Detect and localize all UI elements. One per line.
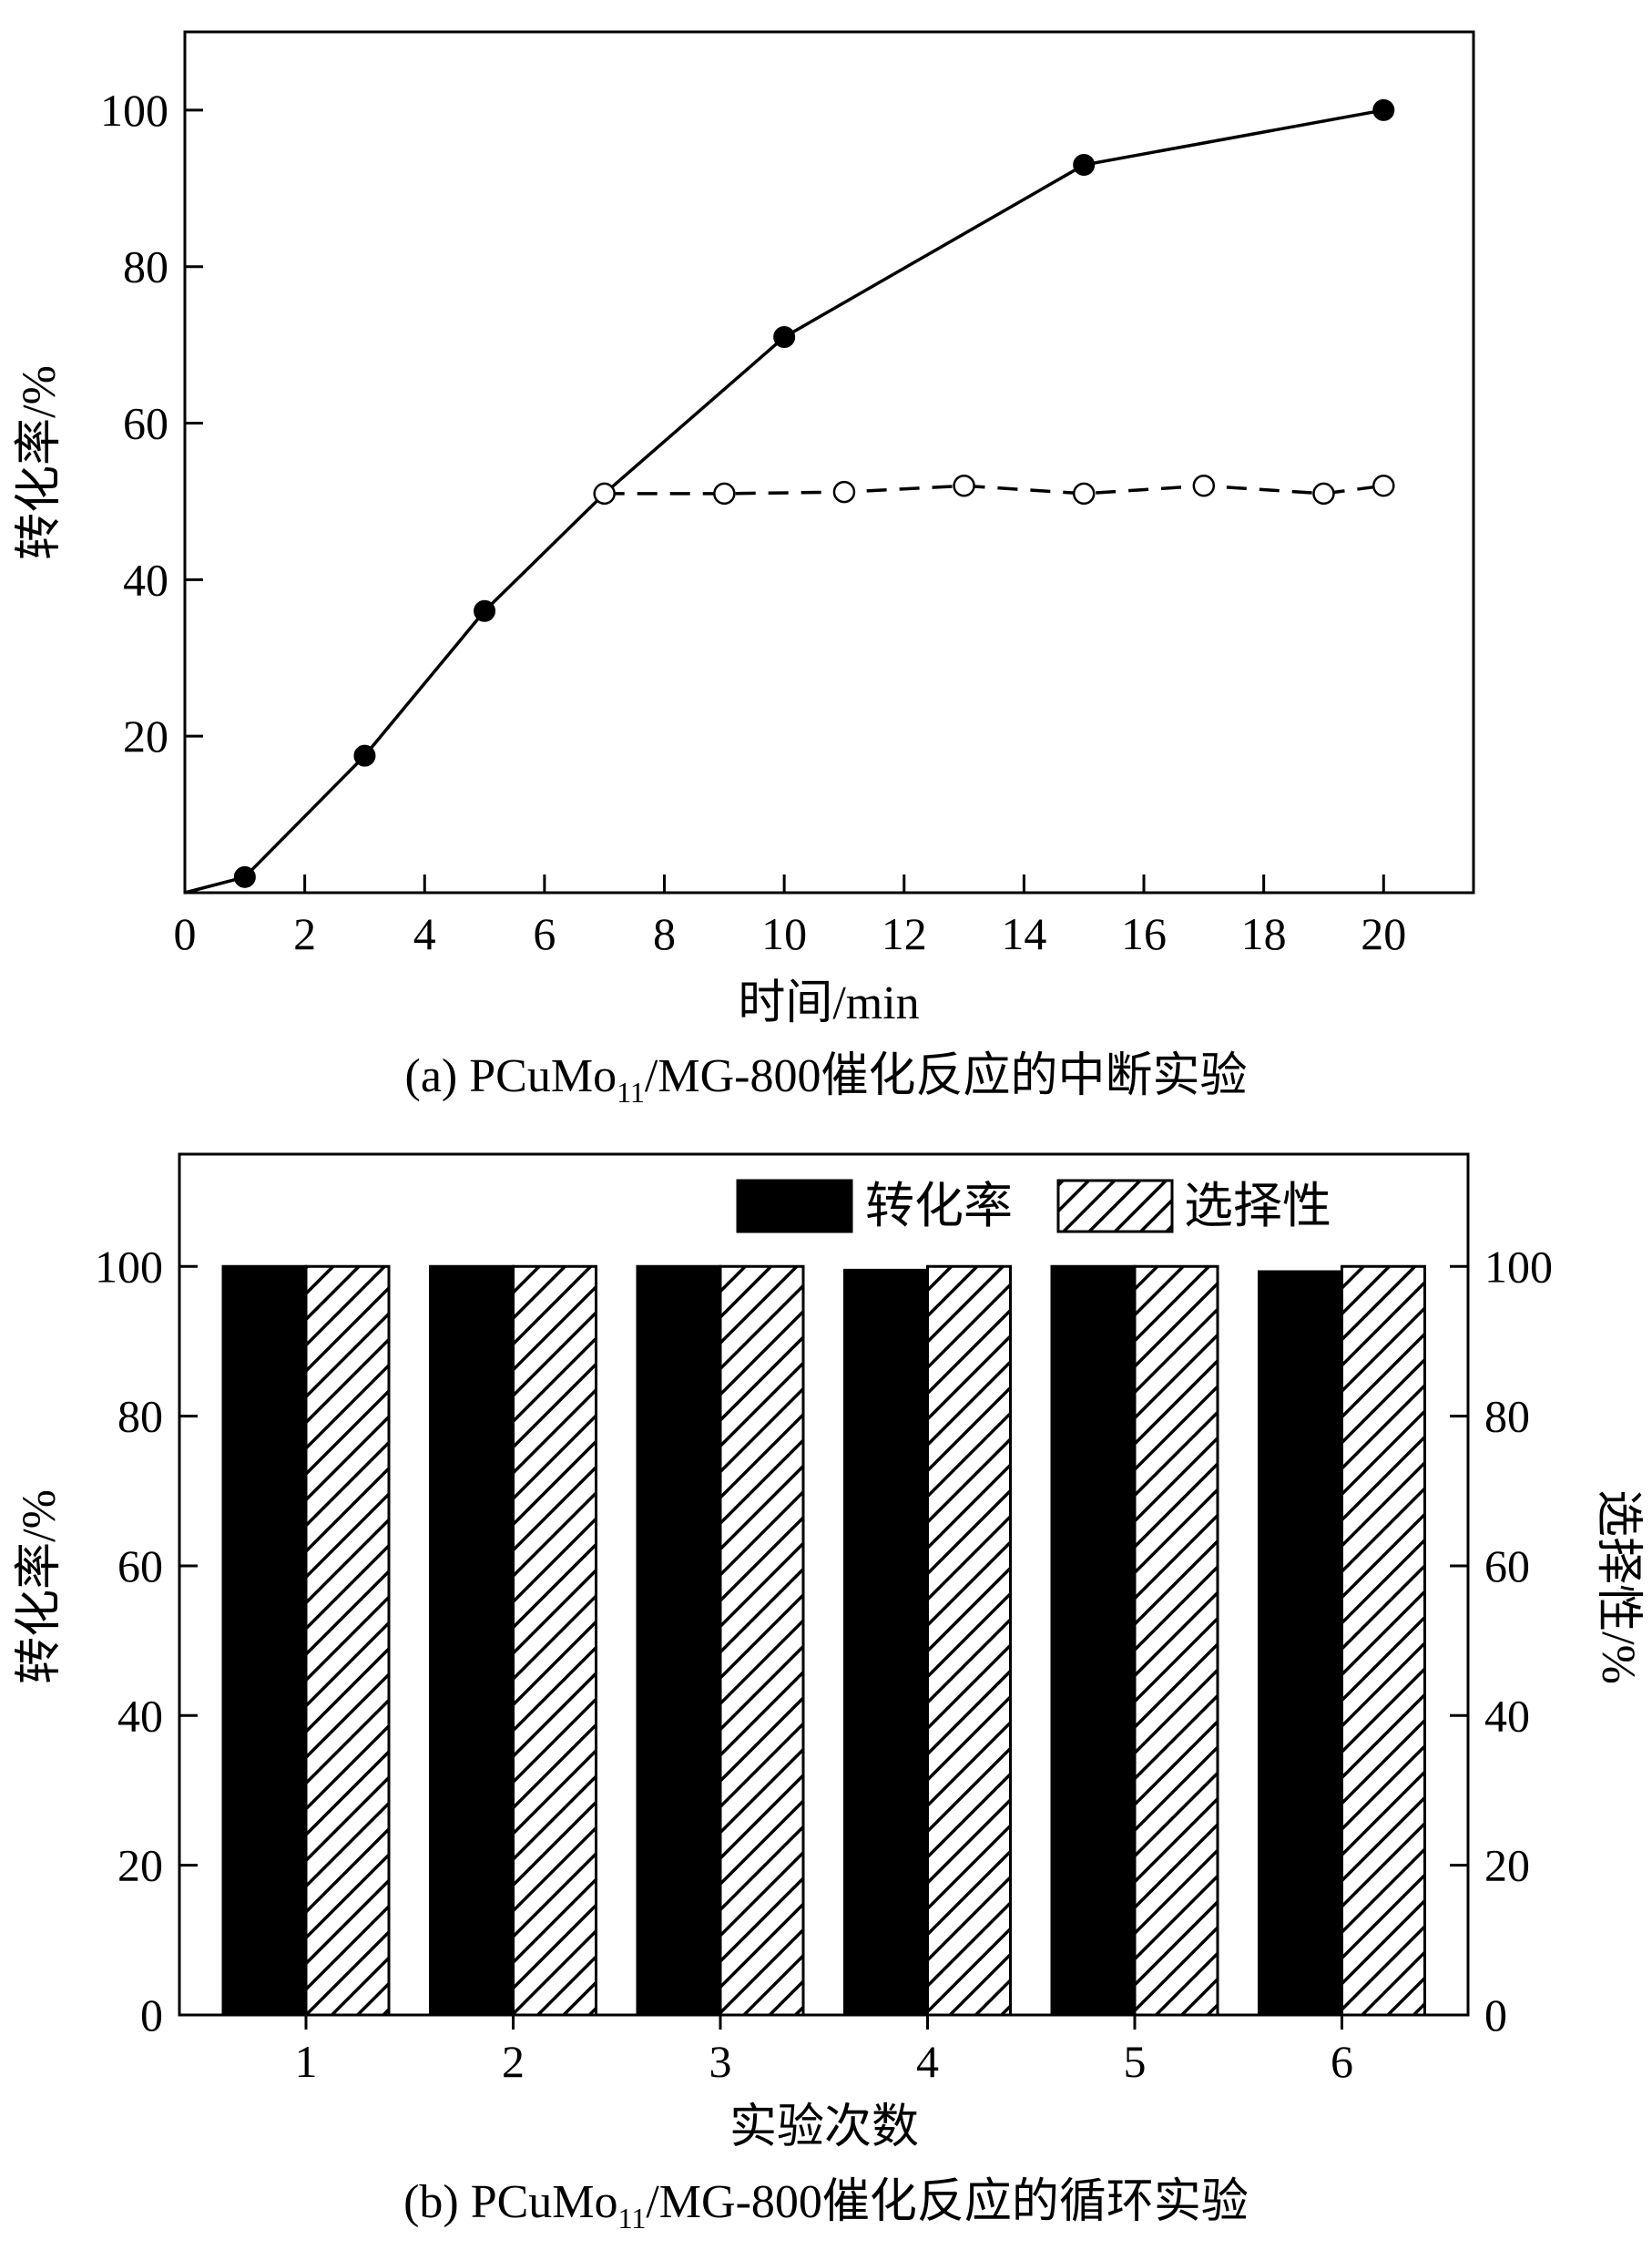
x-tick-label: 8 — [653, 908, 676, 959]
data-point-open — [832, 480, 856, 504]
legend-swatch-selectivity — [1056, 1179, 1174, 1233]
bar-conversion — [429, 1264, 515, 2017]
left-y-tick-label: 100 — [95, 1241, 163, 1292]
data-point-open — [953, 475, 975, 497]
x-tick-label: 20 — [1361, 908, 1406, 959]
x-tick-label: 2 — [502, 2036, 525, 2087]
data-point-open — [1372, 475, 1395, 497]
chart-a-caption-subscript: 11 — [617, 1076, 645, 1109]
y-tick-label: 80 — [123, 241, 168, 292]
data-point-open — [593, 482, 616, 506]
bar-conversion — [221, 1264, 308, 2017]
x-tick-label: 12 — [882, 908, 927, 959]
chart-a-caption-prefix: (a) PCuMo — [405, 1050, 617, 1102]
chart-b-ticks — [179, 1264, 1468, 2030]
right-y-tick-label: 0 — [1484, 1989, 1507, 2040]
chart-a-caption-suffix: /MG-800催化反应的中断实验 — [645, 1050, 1248, 1102]
right-y-tick-label: 40 — [1484, 1690, 1530, 1741]
x-tick-label: 6 — [533, 908, 556, 959]
x-tick-label: 2 — [293, 908, 316, 959]
chart-b-tick-labels: 0 0 20 20 40 40 60 60 80 80 100 100 1 2 3 4 5 6 — [95, 1241, 1553, 2087]
x-tick-label: 16 — [1121, 908, 1167, 959]
chart-b-caption-suffix: /MG-800催化反应的循环实验 — [646, 2176, 1249, 2228]
left-y-tick-label: 60 — [117, 1540, 163, 1591]
chart-a-x-axis-title: 时间/min — [738, 977, 919, 1029]
chart-b-right-y-axis-title: 选择性/% — [1592, 1489, 1644, 1684]
y-tick-label: 60 — [123, 398, 168, 449]
legend-label-conversion: 转化率 — [865, 1179, 1013, 1233]
chart-a: 0 2 4 6 8 10 12 14 16 18 20 20 40 60 80 100 时间/min 转化率/… — [14, 30, 1475, 1109]
right-y-tick-label: 60 — [1484, 1540, 1530, 1591]
bar-conversion — [636, 1264, 722, 2017]
x-tick-label: 14 — [1001, 908, 1046, 959]
bar-selectivity — [1341, 1264, 1426, 2017]
chart-a-frame — [183, 30, 1475, 895]
x-tick-label: 4 — [916, 2036, 939, 2087]
data-point-open — [1312, 482, 1335, 506]
bar-conversion — [843, 1268, 929, 2017]
data-point-filled — [1372, 98, 1395, 121]
data-point-open — [1192, 475, 1216, 497]
chart-b-frame — [178, 1152, 1470, 2017]
bar-conversion — [1050, 1264, 1137, 2017]
data-point-filled — [773, 326, 796, 349]
chart-a-series — [184, 98, 1395, 895]
bar-conversion — [1258, 1270, 1343, 2017]
right-y-tick-label: 100 — [1484, 1241, 1553, 1292]
chart-b-legend: 转化率 选择性 — [736, 1179, 1331, 1233]
bar-selectivity — [719, 1264, 805, 2017]
chart-b-caption: (b) PCuMo11/MG-800催化反应的循环实验 — [403, 2176, 1249, 2234]
y-tick-label: 40 — [123, 554, 168, 605]
chart-b-caption-subscript: 11 — [618, 2202, 647, 2234]
left-y-tick-label: 20 — [117, 1840, 163, 1891]
legend-swatch-conversion — [736, 1179, 853, 1233]
bar-selectivity — [512, 1264, 597, 2017]
x-tick-label: 3 — [709, 2036, 732, 2087]
series-line-continuous — [184, 108, 1384, 895]
x-tick-label: 6 — [1331, 2036, 1353, 2087]
chart-b-x-axis-title: 实验次数 — [729, 2101, 919, 2153]
chart-b-caption-prefix: (b) PCuMo — [403, 2176, 617, 2228]
chart-a-caption: (a) PCuMo11/MG-800催化反应的中断实验 — [405, 1050, 1248, 1109]
left-y-tick-label: 80 — [117, 1391, 163, 1442]
x-tick-label: 10 — [761, 908, 807, 959]
x-tick-label: 4 — [413, 908, 436, 959]
legend-label-selectivity: 选择性 — [1184, 1179, 1331, 1233]
bar-selectivity — [304, 1264, 391, 2017]
right-y-tick-label: 80 — [1484, 1391, 1530, 1442]
x-tick-label: 5 — [1124, 2036, 1147, 2087]
data-point-filled — [1073, 154, 1096, 177]
data-point-open — [713, 482, 736, 506]
x-tick-label: 1 — [295, 2036, 318, 2087]
y-tick-label: 100 — [100, 85, 168, 136]
left-y-tick-label: 40 — [117, 1690, 163, 1741]
chart-a-ticks — [185, 108, 1385, 893]
data-point-open — [1072, 482, 1096, 506]
y-tick-label: 20 — [123, 711, 168, 762]
series-line-interrupted — [604, 484, 1384, 496]
bar-selectivity — [1133, 1264, 1219, 2017]
chart-a-y-axis-title: 转化率/% — [14, 365, 66, 560]
chart-b-bars — [221, 1264, 1426, 2017]
chart-b: 0 0 20 20 40 40 60 60 80 80 100 100 1 2 3 4 5 6 转化率 选择性 实… — [14, 1152, 1644, 2234]
bar-selectivity — [926, 1264, 1012, 2017]
x-tick-label: 0 — [174, 908, 197, 959]
chart-b-left-y-axis-title: 转化率/% — [14, 1489, 66, 1684]
left-y-tick-label: 0 — [140, 1989, 163, 2040]
x-tick-label: 18 — [1241, 908, 1287, 959]
data-point-filled — [474, 599, 496, 622]
data-point-filled — [233, 865, 256, 888]
chart-a-tick-labels: 0 2 4 6 8 10 12 14 16 18 20 20 40 60 80 100 — [100, 85, 1406, 959]
right-y-tick-label: 20 — [1484, 1840, 1530, 1891]
data-point-filled — [353, 744, 376, 767]
